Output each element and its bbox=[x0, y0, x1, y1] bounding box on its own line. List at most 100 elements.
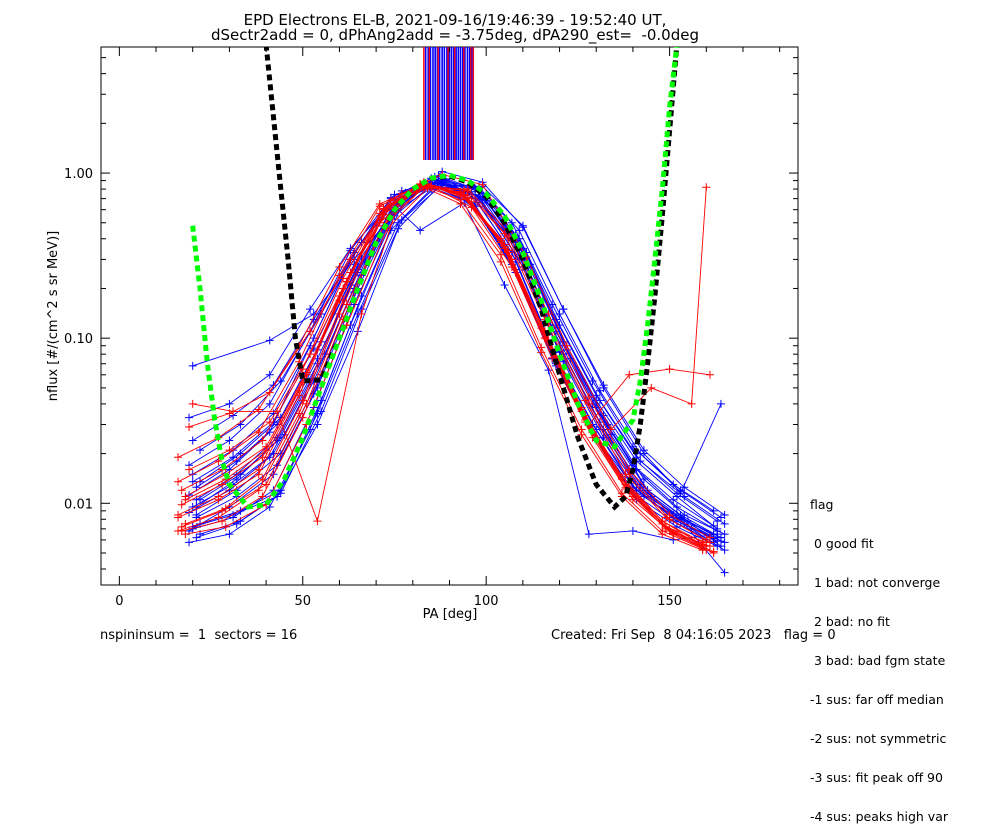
data-point-plus bbox=[628, 492, 637, 501]
legend-item: 2 bad: no fit bbox=[810, 614, 890, 629]
series-red bbox=[174, 180, 707, 549]
data-point-plus bbox=[258, 475, 267, 484]
data-point-plus bbox=[298, 413, 307, 422]
data-point-plus bbox=[273, 407, 282, 416]
series-line bbox=[185, 183, 711, 497]
series-red bbox=[174, 180, 707, 553]
data-point-plus bbox=[181, 519, 190, 528]
data-point-plus bbox=[265, 418, 274, 427]
data-point-plus bbox=[181, 492, 190, 501]
data-point-plus bbox=[306, 350, 315, 359]
series-red bbox=[174, 182, 707, 551]
data-point-plus bbox=[720, 519, 729, 528]
x-tick-label: 100 bbox=[474, 594, 499, 609]
data-point-plus bbox=[709, 521, 718, 530]
data-point-plus bbox=[302, 399, 311, 408]
data-point-plus bbox=[298, 396, 307, 405]
data-point-plus bbox=[188, 436, 197, 445]
data-point-plus bbox=[592, 391, 601, 400]
data-point-plus bbox=[306, 305, 315, 314]
data-point-plus bbox=[218, 517, 227, 526]
series-line bbox=[188, 186, 714, 535]
data-point-plus bbox=[386, 201, 395, 210]
data-point-plus bbox=[317, 407, 326, 416]
data-point-plus bbox=[177, 500, 186, 509]
data-point-plus bbox=[254, 405, 263, 414]
data-point-plus bbox=[658, 526, 667, 535]
data-point-plus bbox=[559, 305, 568, 314]
data-point-plus bbox=[375, 211, 384, 220]
legend-title: flag bbox=[810, 497, 834, 512]
fit-curve-green bbox=[190, 47, 680, 510]
series-line bbox=[199, 171, 725, 525]
data-point-plus bbox=[720, 530, 729, 539]
data-point-plus bbox=[555, 321, 564, 330]
series-line bbox=[185, 184, 711, 543]
legend-item: 0 good fit bbox=[810, 536, 874, 551]
data-point-plus bbox=[584, 393, 593, 402]
series-line bbox=[188, 182, 714, 527]
data-point-plus bbox=[647, 383, 656, 392]
chart-title: EPD Electrons EL-B, 2021-09-16/19:46:39 … bbox=[243, 11, 667, 29]
legend-item: -2 sus: not symmetric bbox=[810, 731, 947, 746]
data-point-plus bbox=[500, 280, 509, 289]
data-point-plus bbox=[269, 381, 278, 390]
x-tick-label: 150 bbox=[657, 594, 682, 609]
legend-item: -1 sus: far off median bbox=[810, 692, 944, 707]
data-point-plus bbox=[214, 495, 223, 504]
data-point-plus bbox=[665, 365, 674, 374]
data-point-plus bbox=[221, 522, 230, 531]
y-axis-label: nflux [#/(cm^2 s sr MeV)] bbox=[46, 231, 61, 401]
data-point-plus bbox=[709, 506, 718, 515]
data-point-plus bbox=[720, 538, 729, 547]
data-point-plus bbox=[254, 470, 263, 479]
data-point-plus bbox=[185, 465, 194, 474]
data-point-plus bbox=[192, 533, 201, 542]
series-line bbox=[177, 184, 703, 550]
data-point-plus bbox=[188, 399, 197, 408]
data-point-plus bbox=[672, 489, 681, 498]
data-point-plus bbox=[185, 413, 194, 422]
data-point-plus bbox=[225, 446, 234, 455]
data-point-plus bbox=[562, 341, 571, 350]
series-line bbox=[177, 184, 703, 546]
series-line bbox=[188, 176, 718, 532]
data-point-plus bbox=[262, 442, 271, 451]
data-point-plus bbox=[221, 504, 230, 513]
flag-legend: flag 0 good fit 1 bad: not converge 2 ba… bbox=[810, 472, 948, 836]
data-point-plus bbox=[515, 234, 524, 243]
series-red bbox=[177, 178, 711, 551]
data-point-plus bbox=[177, 526, 186, 535]
data-point-plus bbox=[705, 370, 714, 379]
legend-item: 1 bad: not converge bbox=[810, 575, 941, 590]
data-point-plus bbox=[335, 262, 344, 271]
data-point-plus bbox=[265, 388, 274, 397]
data-point-plus bbox=[720, 510, 729, 519]
data-point-plus bbox=[478, 180, 487, 189]
y-tick-label: 0.10 bbox=[64, 332, 93, 347]
data-point-plus bbox=[669, 529, 678, 538]
data-point-plus bbox=[467, 197, 476, 206]
data-point-plus bbox=[265, 370, 274, 379]
data-point-plus bbox=[709, 547, 718, 556]
data-point-plus bbox=[599, 381, 608, 390]
data-point-plus bbox=[225, 530, 234, 539]
series-line bbox=[177, 185, 703, 547]
x-axis-label: PA [deg] bbox=[423, 607, 478, 622]
data-point-plus bbox=[342, 321, 351, 330]
data-point-plus bbox=[720, 546, 729, 555]
data-point-plus bbox=[229, 407, 238, 416]
data-point-plus bbox=[174, 453, 183, 462]
data-point-plus bbox=[258, 436, 267, 445]
data-point-plus bbox=[676, 513, 685, 522]
data-point-plus bbox=[537, 343, 546, 352]
data-point-plus bbox=[346, 268, 355, 277]
x-tick-label: 50 bbox=[294, 594, 311, 609]
data-point-plus bbox=[584, 530, 593, 539]
data-point-plus bbox=[625, 370, 634, 379]
data-point-plus bbox=[507, 255, 516, 264]
chart-subtitle: dSectr2add = 0, dPhAng2add = -3.75deg, d… bbox=[211, 26, 699, 44]
data-point-plus bbox=[313, 517, 322, 526]
data-point-plus bbox=[174, 513, 183, 522]
data-point-plus bbox=[397, 189, 406, 198]
